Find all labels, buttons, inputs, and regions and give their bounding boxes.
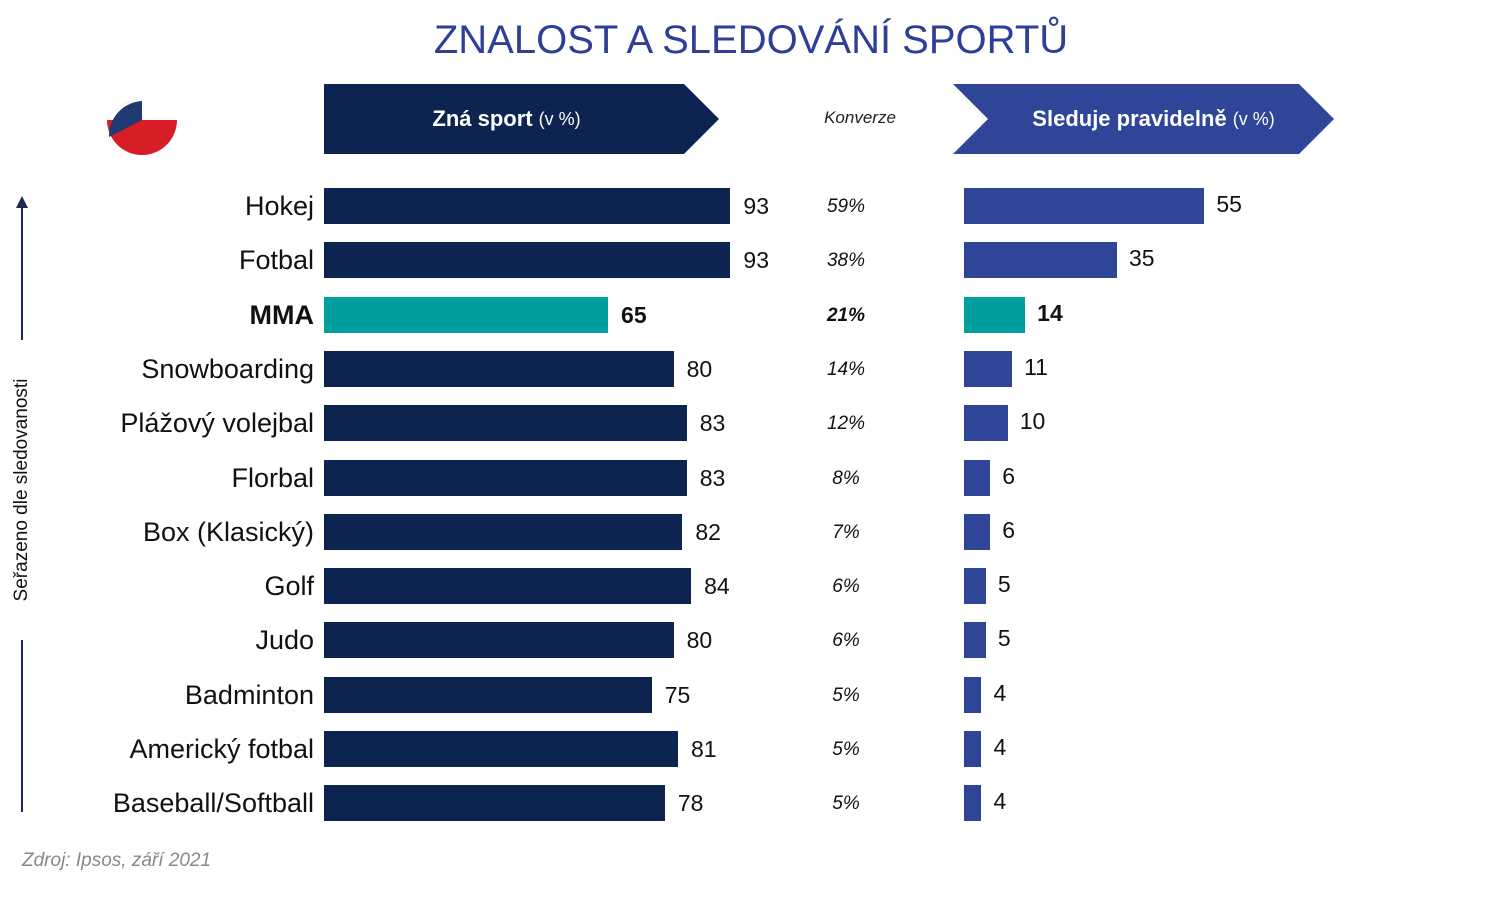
category-label: Snowboarding: [141, 353, 314, 384]
axis-line-bottom: [21, 640, 23, 812]
aware-value-label: 81: [690, 736, 717, 762]
aware-bar: [324, 513, 683, 550]
conversion-value: 7%: [832, 521, 860, 543]
category-label: Florbal: [231, 462, 314, 493]
czech-flag-icon: [107, 101, 177, 155]
header-aware-label: Zná sport: [432, 106, 533, 131]
watch-value-label: 6: [1002, 516, 1016, 543]
aware-value-label: 93: [743, 193, 769, 219]
aware-bar: [324, 676, 652, 713]
axis-line-top: [21, 206, 23, 340]
axis-arrow-icon: [16, 196, 28, 208]
watch-value-label: 6: [1002, 462, 1016, 489]
watch-bar: [964, 622, 986, 659]
aware-value-label: 65: [621, 301, 647, 328]
page-title: ZNALOST A SLEDOVÁNÍ SPORTŮ: [433, 18, 1069, 62]
conversion-header: Konverze: [824, 108, 896, 127]
watch-value-label: 4: [993, 734, 1007, 760]
aware-value-label: 83: [699, 464, 726, 491]
header-aware: Zná sport (v %): [324, 84, 719, 154]
conversion-value: 21%: [826, 304, 866, 326]
aware-bar: [324, 459, 687, 496]
watch-bar: [964, 731, 982, 767]
watch-bar: [964, 242, 1117, 279]
aware-bar: [324, 622, 674, 659]
watch-value-label: 10: [1019, 408, 1046, 435]
conversion-value: 6%: [832, 576, 860, 598]
watch-value-label: 14: [1037, 299, 1063, 326]
category-label: Americký fotbal: [129, 734, 314, 764]
aware-value-label: 82: [695, 518, 721, 545]
aware-value-label: 84: [704, 573, 730, 600]
category-label: Baseball/Softball: [112, 788, 314, 819]
conversion-value: 6%: [832, 630, 860, 652]
watch-value-label: 4: [993, 679, 1007, 706]
aware-bar: [324, 785, 665, 822]
watch-value-label: 5: [997, 625, 1011, 652]
aware-value-label: 80: [686, 355, 713, 382]
category-label: Golf: [264, 571, 314, 602]
conversion-value: 5%: [832, 684, 860, 706]
aware-value-label: 80: [686, 627, 713, 654]
conversion-value: 14%: [826, 358, 866, 380]
category-label: Box (Klasický): [142, 516, 314, 547]
category-label: Fotbal: [238, 245, 314, 276]
conversion-value: 8%: [832, 467, 860, 489]
aware-value-label: 93: [743, 247, 769, 274]
aware-bar: [324, 731, 678, 767]
watch-bar: [964, 350, 1013, 387]
source-note: Zdroj: Ipsos, září 2021: [22, 850, 212, 871]
header-aware-unit: (v %): [538, 108, 581, 129]
watch-bar: [964, 459, 991, 496]
aware-bar: [324, 296, 609, 333]
conversion-value: 38%: [826, 250, 866, 272]
aware-bar: [324, 242, 731, 279]
category-label: Plážový volejbal: [120, 408, 314, 439]
watch-bar: [964, 676, 982, 713]
conversion-value: 5%: [832, 739, 860, 760]
aware-bar: [324, 350, 674, 387]
category-label: Hokej: [244, 191, 314, 221]
header-watch-label: Sleduje pravidelně: [1032, 106, 1227, 131]
watch-value-label: 35: [1128, 245, 1155, 272]
watch-value-label: 4: [993, 788, 1007, 815]
aware-value-label: 75: [664, 681, 691, 708]
watch-bar: [964, 568, 986, 605]
header-watch-unit: (v %): [1232, 108, 1275, 129]
watch-bar: [964, 188, 1205, 224]
header-watch: Sleduje pravidelně (v %): [953, 84, 1334, 154]
watch-value-label: 55: [1216, 191, 1242, 217]
category-label: Judo: [255, 625, 314, 656]
watch-bar: [964, 785, 982, 822]
category-label: MMA: [249, 299, 314, 330]
category-label: Badminton: [184, 679, 314, 710]
aware-bar: [324, 405, 687, 442]
conversion-value: 5%: [832, 793, 860, 815]
conversion-value: 12%: [826, 413, 866, 435]
watch-value-label: 5: [997, 571, 1011, 598]
conversion-value: 59%: [826, 196, 866, 217]
watch-value-label: 11: [1024, 353, 1048, 380]
aware-value-label: 78: [677, 790, 704, 817]
aware-bar: [324, 188, 731, 224]
aware-value-label: 83: [699, 410, 726, 437]
watch-bar: [964, 296, 1026, 333]
watch-bar: [964, 513, 991, 550]
watch-bar: [964, 405, 1008, 442]
aware-bar: [324, 568, 692, 605]
